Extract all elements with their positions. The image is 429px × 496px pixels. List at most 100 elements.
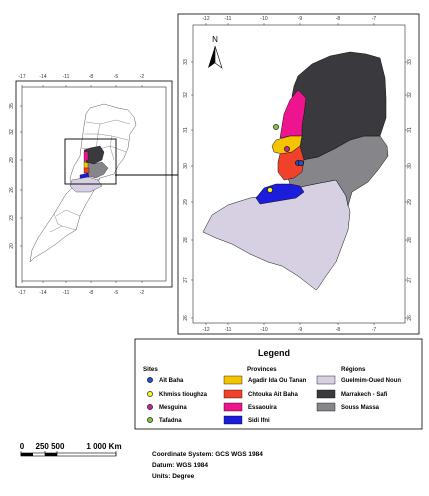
north-label: N bbox=[212, 35, 218, 44]
inset-x-ticks-top: -17 -14 -11 -8 -5 -2 bbox=[18, 74, 144, 87]
scale-label-250-500: 250 500 bbox=[36, 442, 65, 451]
tick-label: -11 bbox=[225, 327, 232, 333]
north-arrow: N bbox=[208, 35, 223, 69]
main-y-ticks-right: 33 32 31 30 29 28 27 26 bbox=[405, 59, 413, 321]
legend-site-symbol-mesguina bbox=[147, 404, 153, 410]
tick-label: -10 bbox=[260, 327, 267, 333]
tick-label: -12 bbox=[202, 16, 209, 22]
tick-label: 31 bbox=[183, 127, 189, 133]
legend-site-symbol-tafadna bbox=[147, 417, 153, 423]
site-khmiss-tioughza bbox=[267, 187, 273, 193]
tick-label: 33 bbox=[183, 59, 189, 65]
tick-label: -8 bbox=[89, 290, 94, 296]
tick-label: -11 bbox=[63, 290, 70, 296]
tick-label: -11 bbox=[225, 16, 232, 22]
southern-provinces bbox=[29, 177, 101, 263]
tick-label: -7 bbox=[372, 327, 377, 333]
legend-swatch-essaouira bbox=[223, 402, 243, 412]
legend-frame bbox=[134, 338, 423, 430]
scale-bar-body bbox=[20, 452, 117, 457]
legend-swatch-marrakech bbox=[316, 389, 336, 399]
tick-label: 26 bbox=[9, 187, 15, 193]
tick-label: -8 bbox=[336, 327, 341, 333]
scale-bar: 0 250 500 1 000 Km bbox=[20, 442, 122, 457]
legend-swatch-guelmim bbox=[316, 375, 336, 385]
inset-guelmim bbox=[69, 176, 103, 193]
tick-label: -10 bbox=[260, 16, 267, 22]
legend-sites-heading: Sites bbox=[143, 366, 158, 373]
units: Units: Degree bbox=[152, 473, 195, 480]
tick-label: 29 bbox=[9, 157, 15, 163]
province-chtouka-ait-baha bbox=[277, 145, 305, 181]
tick-label: -9 bbox=[298, 16, 303, 22]
legend-swatch-souss bbox=[316, 402, 336, 412]
inset-y-ticks: 35 32 29 26 23 20 bbox=[9, 103, 22, 249]
legend-site-tafadna: Tafadna bbox=[159, 418, 182, 424]
tick-label: 35 bbox=[9, 103, 15, 109]
tick-label: -17 bbox=[18, 290, 25, 296]
legend-site-symbol-khmiss bbox=[147, 391, 153, 397]
legend-title: Legend bbox=[258, 348, 290, 358]
main-y-ticks-left: 33 32 31 30 29 28 27 26 bbox=[183, 59, 193, 321]
tick-label: -9 bbox=[298, 327, 303, 333]
site-ait-baha-2 bbox=[298, 160, 304, 166]
main-frame-inner bbox=[192, 24, 406, 324]
tick-label: 33 bbox=[407, 59, 413, 65]
inset-essaouira bbox=[83, 150, 89, 163]
province-essaouira bbox=[279, 89, 307, 139]
legend-swatch-chtouka bbox=[223, 389, 243, 399]
legend-province-essaouira: Essaouira bbox=[248, 405, 277, 411]
tick-label: 32 bbox=[9, 129, 15, 135]
tick-label: 26 bbox=[407, 315, 413, 321]
tick-label: -12 bbox=[202, 327, 209, 333]
tick-label: 32 bbox=[183, 92, 189, 98]
legend-site-ait-baha: Aït Baha bbox=[159, 378, 184, 384]
legend-province-sidi-ifni: Sidi Ifni bbox=[248, 418, 270, 424]
inset-zoom-box bbox=[64, 138, 117, 185]
tick-label: -2 bbox=[140, 290, 145, 296]
scale-label-0: 0 bbox=[20, 442, 25, 451]
site-tafadna bbox=[273, 124, 279, 130]
regions bbox=[202, 51, 389, 291]
legend-swatch-agadir bbox=[223, 375, 243, 385]
legend-region-marrakech: Marrakech - Safi bbox=[341, 392, 388, 398]
legend: Legend Sites Provinces Régions Aït Baha … bbox=[134, 338, 423, 430]
scale-label-1000-km: 1 000 Km bbox=[86, 442, 121, 451]
tick-label: 26 bbox=[183, 315, 189, 321]
tick-label: 23 bbox=[9, 215, 15, 221]
tick-label: -8 bbox=[89, 74, 94, 80]
inset-study-regions bbox=[69, 145, 109, 193]
legend-regions-heading: Régions bbox=[341, 366, 366, 373]
tick-label: 29 bbox=[183, 199, 189, 205]
tick-label: 31 bbox=[407, 127, 413, 133]
datum: Datum: WGS 1984 bbox=[152, 462, 208, 469]
legend-site-khmiss: Khmiss tioughza bbox=[159, 392, 208, 398]
tick-label: -5 bbox=[114, 290, 119, 296]
legend-region-souss: Souss Massa bbox=[341, 405, 380, 411]
provinces bbox=[255, 89, 307, 205]
tick-label: 30 bbox=[407, 163, 413, 169]
tick-label: 28 bbox=[183, 237, 189, 243]
tick-label: -7 bbox=[372, 16, 377, 22]
coordinate-system: Coordinate System: GCS WGS 1984 bbox=[152, 451, 263, 458]
map-metadata: Coordinate System: GCS WGS 1984 Datum: W… bbox=[152, 451, 263, 480]
tick-label: -2 bbox=[140, 74, 145, 80]
main-x-ticks-bottom: -12 -11 -10 -9 -8 -7 bbox=[202, 323, 376, 333]
tick-label: -11 bbox=[63, 74, 70, 80]
tick-label: 20 bbox=[9, 243, 15, 249]
legend-province-chtouka: Chtouka Ait Baha bbox=[248, 392, 298, 398]
site-mesguina bbox=[284, 146, 290, 152]
sites bbox=[267, 124, 304, 193]
tick-label: 30 bbox=[183, 163, 189, 169]
inset-chtouka bbox=[83, 167, 90, 174]
legend-site-symbol-ait-baha bbox=[147, 377, 153, 383]
tick-label: 27 bbox=[183, 277, 189, 283]
legend-province-agadir: Agadir Ida Ou Tanan bbox=[248, 378, 307, 384]
legend-provinces-heading: Provinces bbox=[247, 366, 277, 373]
main-x-ticks-top: -12 -11 -10 -9 -8 -7 bbox=[202, 16, 376, 25]
tick-label: -14 bbox=[39, 290, 46, 296]
tick-label: -5 bbox=[114, 74, 119, 80]
legend-region-guelmim: Guelmim-Oued Noun bbox=[341, 378, 401, 384]
tick-label: 27 bbox=[407, 277, 413, 283]
